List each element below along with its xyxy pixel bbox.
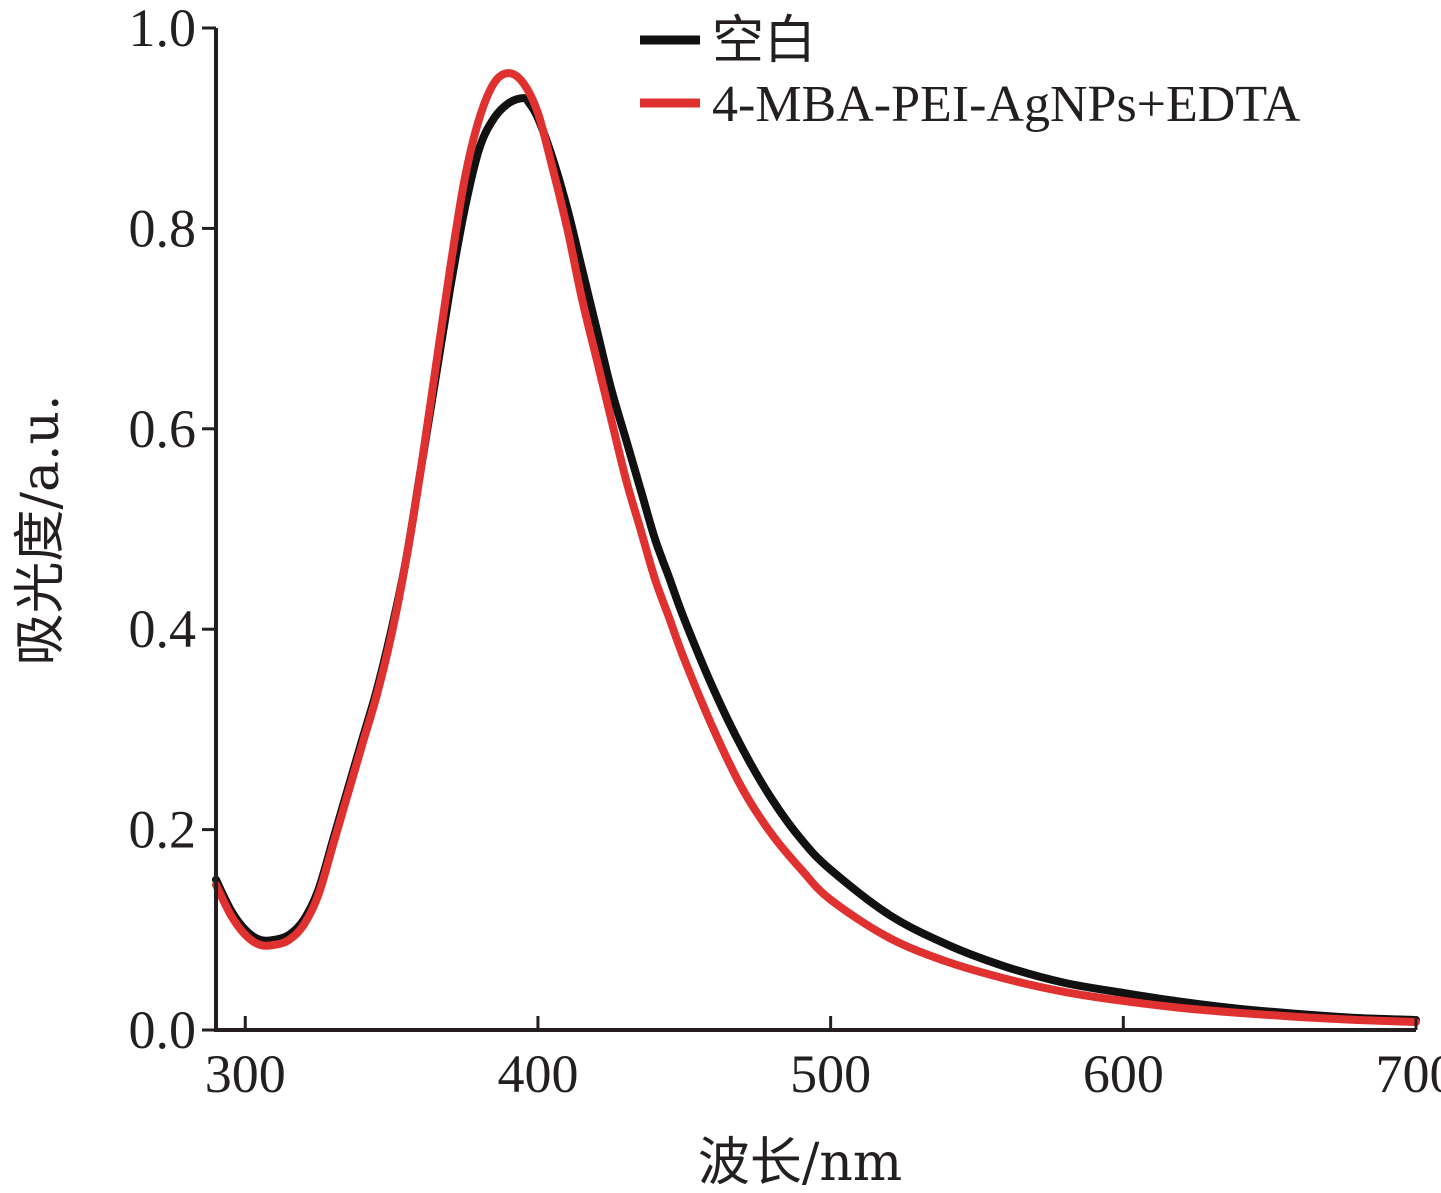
x-tick-label: 300	[205, 1044, 286, 1104]
y-axis-ticks: 0.0 0.2 0.4 0.6 0.8 1.0	[129, 0, 216, 1060]
y-tick-label: 0.4	[129, 599, 197, 659]
y-axis-title: 吸光度/a.u.	[11, 394, 71, 665]
x-tick-label: 400	[497, 1044, 578, 1104]
x-axis-ticks: 300 400 500 600 700	[205, 1016, 1441, 1104]
y-tick-label: 0.8	[129, 198, 197, 258]
y-tick-label: 0.0	[129, 1000, 197, 1060]
x-axis-title: 波长/nm	[698, 1133, 902, 1193]
y-tick-label: 0.2	[129, 800, 197, 860]
series-curves	[212, 69, 1420, 1026]
x-tick-label: 500	[790, 1044, 871, 1104]
series-line-1	[212, 69, 1420, 1026]
legend: 空白 4-MBA-PEI-AgNPs+EDTA	[640, 13, 1301, 133]
x-tick-label: 700	[1376, 1044, 1441, 1104]
legend-label-1: 4-MBA-PEI-AgNPs+EDTA	[712, 76, 1301, 133]
x-tick-label: 600	[1083, 1044, 1164, 1104]
y-tick-label: 1.0	[129, 0, 197, 58]
y-tick-label: 0.6	[129, 399, 197, 459]
legend-label-0: 空白	[712, 13, 816, 70]
